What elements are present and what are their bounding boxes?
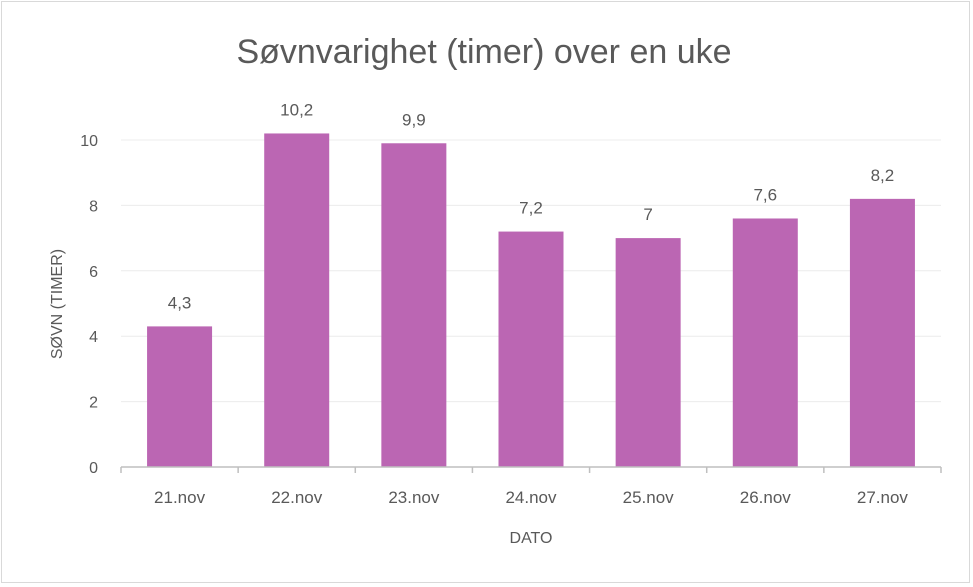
y-tick-label: 0 — [89, 460, 98, 477]
x-tick-label: 27.nov — [857, 488, 909, 507]
data-label: 4,3 — [168, 293, 192, 312]
x-tick-label: 22.nov — [271, 488, 323, 507]
bar — [849, 198, 915, 468]
data-label: 7 — [643, 205, 652, 224]
x-tick-label: 23.nov — [388, 488, 440, 507]
y-tick-label: 4 — [89, 329, 98, 346]
bar — [615, 238, 681, 467]
bar — [264, 133, 330, 467]
x-tick-label: 21.nov — [154, 488, 206, 507]
data-label: 8,2 — [871, 166, 895, 185]
bar — [381, 143, 447, 467]
bar — [732, 218, 798, 467]
y-axis-label: SØVN (TIMER) — [49, 249, 66, 359]
data-label: 10,2 — [280, 100, 313, 119]
y-tick-label: 6 — [89, 264, 98, 281]
x-tick-label: 24.nov — [505, 488, 557, 507]
x-axis-label: DATO — [510, 530, 553, 547]
y-tick-label: 2 — [89, 395, 98, 412]
y-tick-label: 8 — [89, 198, 98, 215]
data-label: 7,6 — [753, 185, 777, 204]
x-tick-label: 26.nov — [740, 488, 792, 507]
chart-title: Søvnvarighet (timer) over en uke — [236, 33, 731, 71]
y-tick-label: 10 — [80, 133, 98, 150]
data-label: 9,9 — [402, 110, 426, 129]
bar — [147, 326, 213, 467]
data-label: 7,2 — [519, 199, 543, 218]
bar — [498, 231, 564, 467]
x-tick-label: 25.nov — [623, 488, 675, 507]
